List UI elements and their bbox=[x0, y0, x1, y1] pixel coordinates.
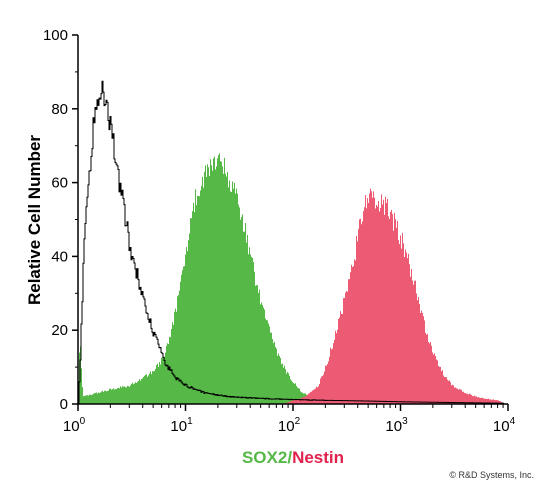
y-tick-label-100: 100 bbox=[43, 27, 68, 44]
series-nestin-histogram bbox=[283, 188, 506, 404]
y-tick-label-80: 80 bbox=[51, 101, 68, 118]
y-tick-label-60: 60 bbox=[51, 175, 68, 192]
series-layer bbox=[78, 80, 506, 405]
x-axis-label-slash: / bbox=[287, 448, 292, 467]
x-axis-label-nestin: Nestin bbox=[292, 448, 344, 467]
x-axis-label: SOX2/Nestin bbox=[242, 448, 344, 467]
series-sox2-histogram bbox=[78, 153, 410, 404]
x-tick-label-1e3: 103 bbox=[385, 416, 408, 435]
ticks: 0 20 40 60 80 100 100 101 102 103 104 bbox=[43, 27, 516, 435]
x-tick-label-1e2: 102 bbox=[278, 416, 301, 435]
copyright-credit: © R&D Systems, Inc. bbox=[449, 470, 534, 480]
x-tick-label-1e1: 101 bbox=[170, 416, 193, 435]
series-isotype-histogram bbox=[78, 80, 504, 405]
y-tick-label-20: 20 bbox=[51, 322, 68, 339]
x-axis-label-sox2: SOX2 bbox=[242, 448, 287, 467]
x-tick-label-1e0: 100 bbox=[63, 416, 86, 435]
y-tick-label-0: 0 bbox=[60, 396, 68, 413]
x-tick-label-1e4: 104 bbox=[493, 416, 516, 435]
axes bbox=[77, 35, 508, 405]
y-tick-label-40: 40 bbox=[51, 248, 68, 265]
y-axis-label: Relative Cell Number bbox=[25, 135, 44, 305]
